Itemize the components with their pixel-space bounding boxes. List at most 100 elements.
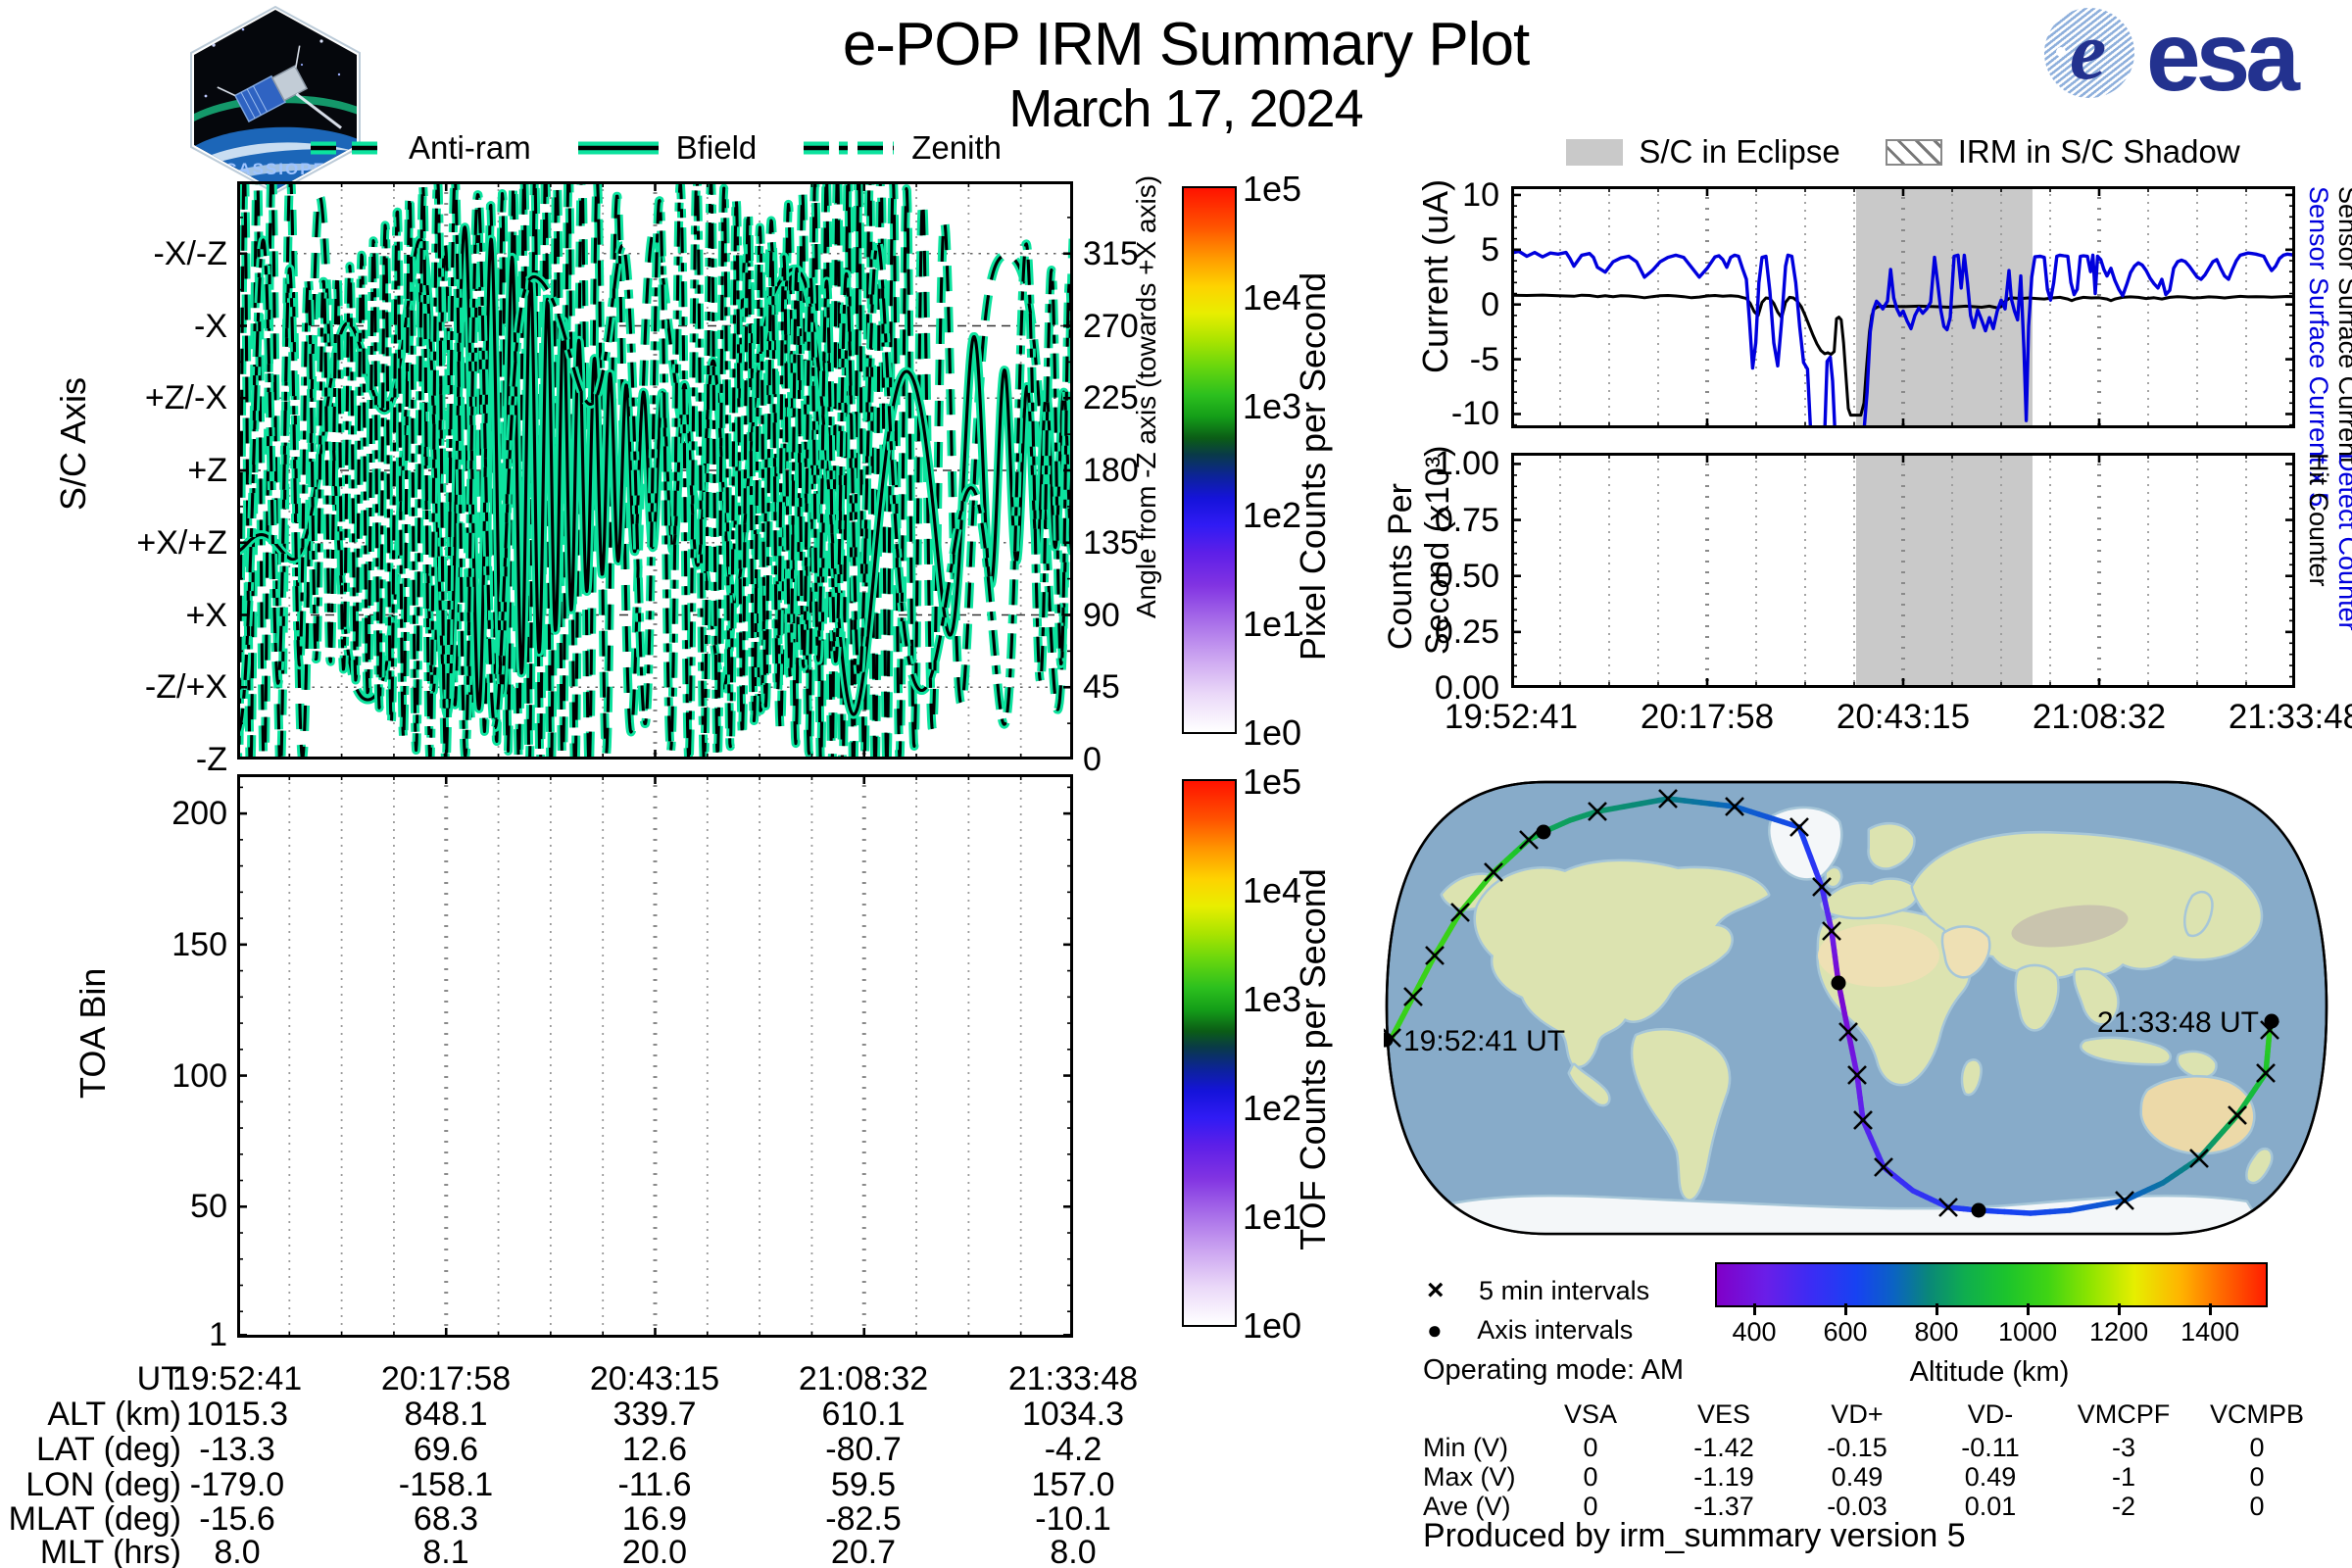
ephemeris-value: 1034.3 [1022, 1396, 1124, 1433]
ephemeris-value: 21:33:48 [1007, 1360, 1139, 1397]
toa-ylabel: TOA Bin [73, 967, 113, 1099]
axis-interval-marker [1831, 975, 1846, 991]
map-legend-5min: × 5 min intervals [1427, 1274, 1649, 1307]
colorbar-tick-label: 1e1 [1243, 1197, 1302, 1237]
angle-tick-label: 45 [1083, 668, 1120, 707]
sc-category-label: -Z/+X [144, 668, 227, 707]
voltage-col-header: VES [1696, 1399, 1751, 1429]
legend-item-shadow: IRM in S/C Shadow [1885, 133, 2240, 171]
toa-tick-label: 50 [190, 1188, 227, 1226]
ephemeris-value: 20:43:15 [589, 1360, 720, 1397]
sahara [1818, 924, 1939, 987]
ephemeris-row-label: MLT (hrs) [39, 1534, 181, 1568]
voltage-col-header: VSA [1563, 1399, 1618, 1429]
pointing-legend: Anti-ram Bfield Zenith [237, 129, 1073, 167]
ephemeris-row-label: UT [136, 1360, 181, 1397]
eclipse-swatch [1566, 138, 1624, 166]
x-marker-icon: × [1427, 1274, 1445, 1306]
five-min-marker [2115, 1191, 2134, 1210]
voltage-value: -0.03 [1827, 1492, 1887, 1521]
five-min-marker [1874, 1157, 1893, 1177]
satellite-illustration [217, 45, 342, 129]
ephemeris-value: 339.7 [612, 1396, 697, 1433]
current-tick-label: -5 [1469, 340, 1499, 378]
angle-tick-label: 180 [1083, 452, 1139, 489]
ephemeris-value: 16.9 [621, 1500, 688, 1538]
patch-title: CASSIOPE [224, 160, 326, 178]
sensor-current-label: Sensor Surface Current [2333, 186, 2352, 465]
japan [2183, 891, 2214, 938]
counts-tick-label: 1.00 [1434, 445, 1499, 483]
toa-tick-label: 1 [209, 1316, 227, 1354]
alt-tick-label: 600 [1823, 1317, 1868, 1347]
map-legend-label: Axis intervals [1477, 1315, 1634, 1345]
voltage-value: 0 [1583, 1433, 1598, 1462]
colorbar-tick-label: 1e0 [1243, 712, 1302, 753]
legend-label: S/C in Eclipse [1639, 133, 1840, 170]
legend-label: Zenith [911, 129, 1002, 166]
antarctica [1440, 1194, 2269, 1234]
track-start-label: 19:52:41 UT [1403, 1025, 1565, 1057]
sc-category-label: +Z [187, 452, 227, 489]
toa-tick-label: 150 [172, 925, 227, 963]
ephemeris-row-label: LON (deg) [25, 1466, 181, 1503]
voltage-col-header: VD- [1967, 1399, 2014, 1429]
sc-category-label: -X [194, 307, 227, 345]
sc-category-label: +X [185, 596, 227, 634]
alt-tick-mark [1936, 1303, 1939, 1315]
australia [2139, 1074, 2256, 1155]
satellite-ground-track: 19:52:41 UT 21:33:48 UT [1384, 789, 2279, 1218]
five-min-marker [1450, 903, 1470, 922]
sc-axis-pointing-plot [237, 181, 1073, 760]
map-continents [1440, 806, 2274, 1234]
five-min-marker [1847, 1065, 1867, 1085]
pixel-counts-colorbar [1182, 186, 1237, 734]
time-tick-label: 21:33:48 [2228, 698, 2352, 736]
five-min-marker [2228, 1105, 2247, 1125]
voltage-value: 0 [2249, 1492, 2265, 1521]
five-min-marker [1853, 1110, 1873, 1130]
angle-tick-label: 315 [1083, 234, 1139, 272]
legend-label: IRM in S/C Shadow [1957, 133, 2240, 170]
alt-tick-label: 1400 [2180, 1317, 2240, 1347]
ephemeris-value: 848.1 [404, 1396, 488, 1433]
five-min-marker [2256, 1063, 2276, 1083]
five-min-marker [1725, 797, 1744, 816]
esa-logo: e esa [2044, 8, 2338, 106]
legend-item-zenith: Zenith [802, 129, 1002, 167]
alt-tick-mark [1844, 1303, 1848, 1315]
colorbar-tick-label: 1e3 [1243, 386, 1302, 426]
track-end-label: 21:33:48 UT [2097, 1006, 2259, 1039]
colorbar-tick-label: 1e5 [1243, 169, 1302, 209]
time-tick-label: 20:43:15 [1836, 698, 1971, 736]
page-date: March 17, 2024 [1008, 79, 1363, 138]
alt-tick-label: 800 [1914, 1317, 1959, 1347]
voltage-value: 0 [2249, 1462, 2265, 1492]
voltage-row-label: Max (V) [1423, 1462, 1516, 1492]
voltage-value: -3 [2111, 1433, 2135, 1462]
colorbar-tick-label: 1e0 [1243, 1305, 1302, 1346]
legend-label: Bfield [675, 129, 758, 166]
sensor-surface-current-line [1511, 293, 2295, 417]
voltage-value: 0.01 [1964, 1492, 2017, 1521]
voltage-col-header: VMCPF [2077, 1399, 2171, 1429]
shadow-hatch-swatch [1885, 138, 1942, 166]
indonesia [2080, 1036, 2172, 1066]
sc-category-label: +Z/-X [144, 379, 227, 417]
counts-tick-label: 0.25 [1434, 612, 1499, 651]
alt-tick-mark [2209, 1303, 2213, 1315]
counts-tick-label: 0.50 [1434, 557, 1499, 595]
voltage-col-header: VCMPB [2209, 1399, 2305, 1429]
five-min-marker [1822, 921, 1841, 941]
ephemeris-row-label: MLAT (deg) [8, 1500, 181, 1538]
dot-marker-icon: ● [1427, 1315, 1443, 1345]
ground-track-map: 19:52:41 UT 21:33:48 UT [1384, 780, 2328, 1236]
legend-item-antiram: Anti-ram [309, 129, 531, 167]
voltage-value: -1.19 [1693, 1462, 1754, 1492]
five-min-marker [1588, 802, 1607, 821]
esa-globe-icon: e [2044, 8, 2134, 98]
angle-tick-label: 0 [1083, 741, 1102, 778]
south-america [1630, 1028, 1732, 1201]
voltage-value: 0 [1583, 1492, 1598, 1521]
